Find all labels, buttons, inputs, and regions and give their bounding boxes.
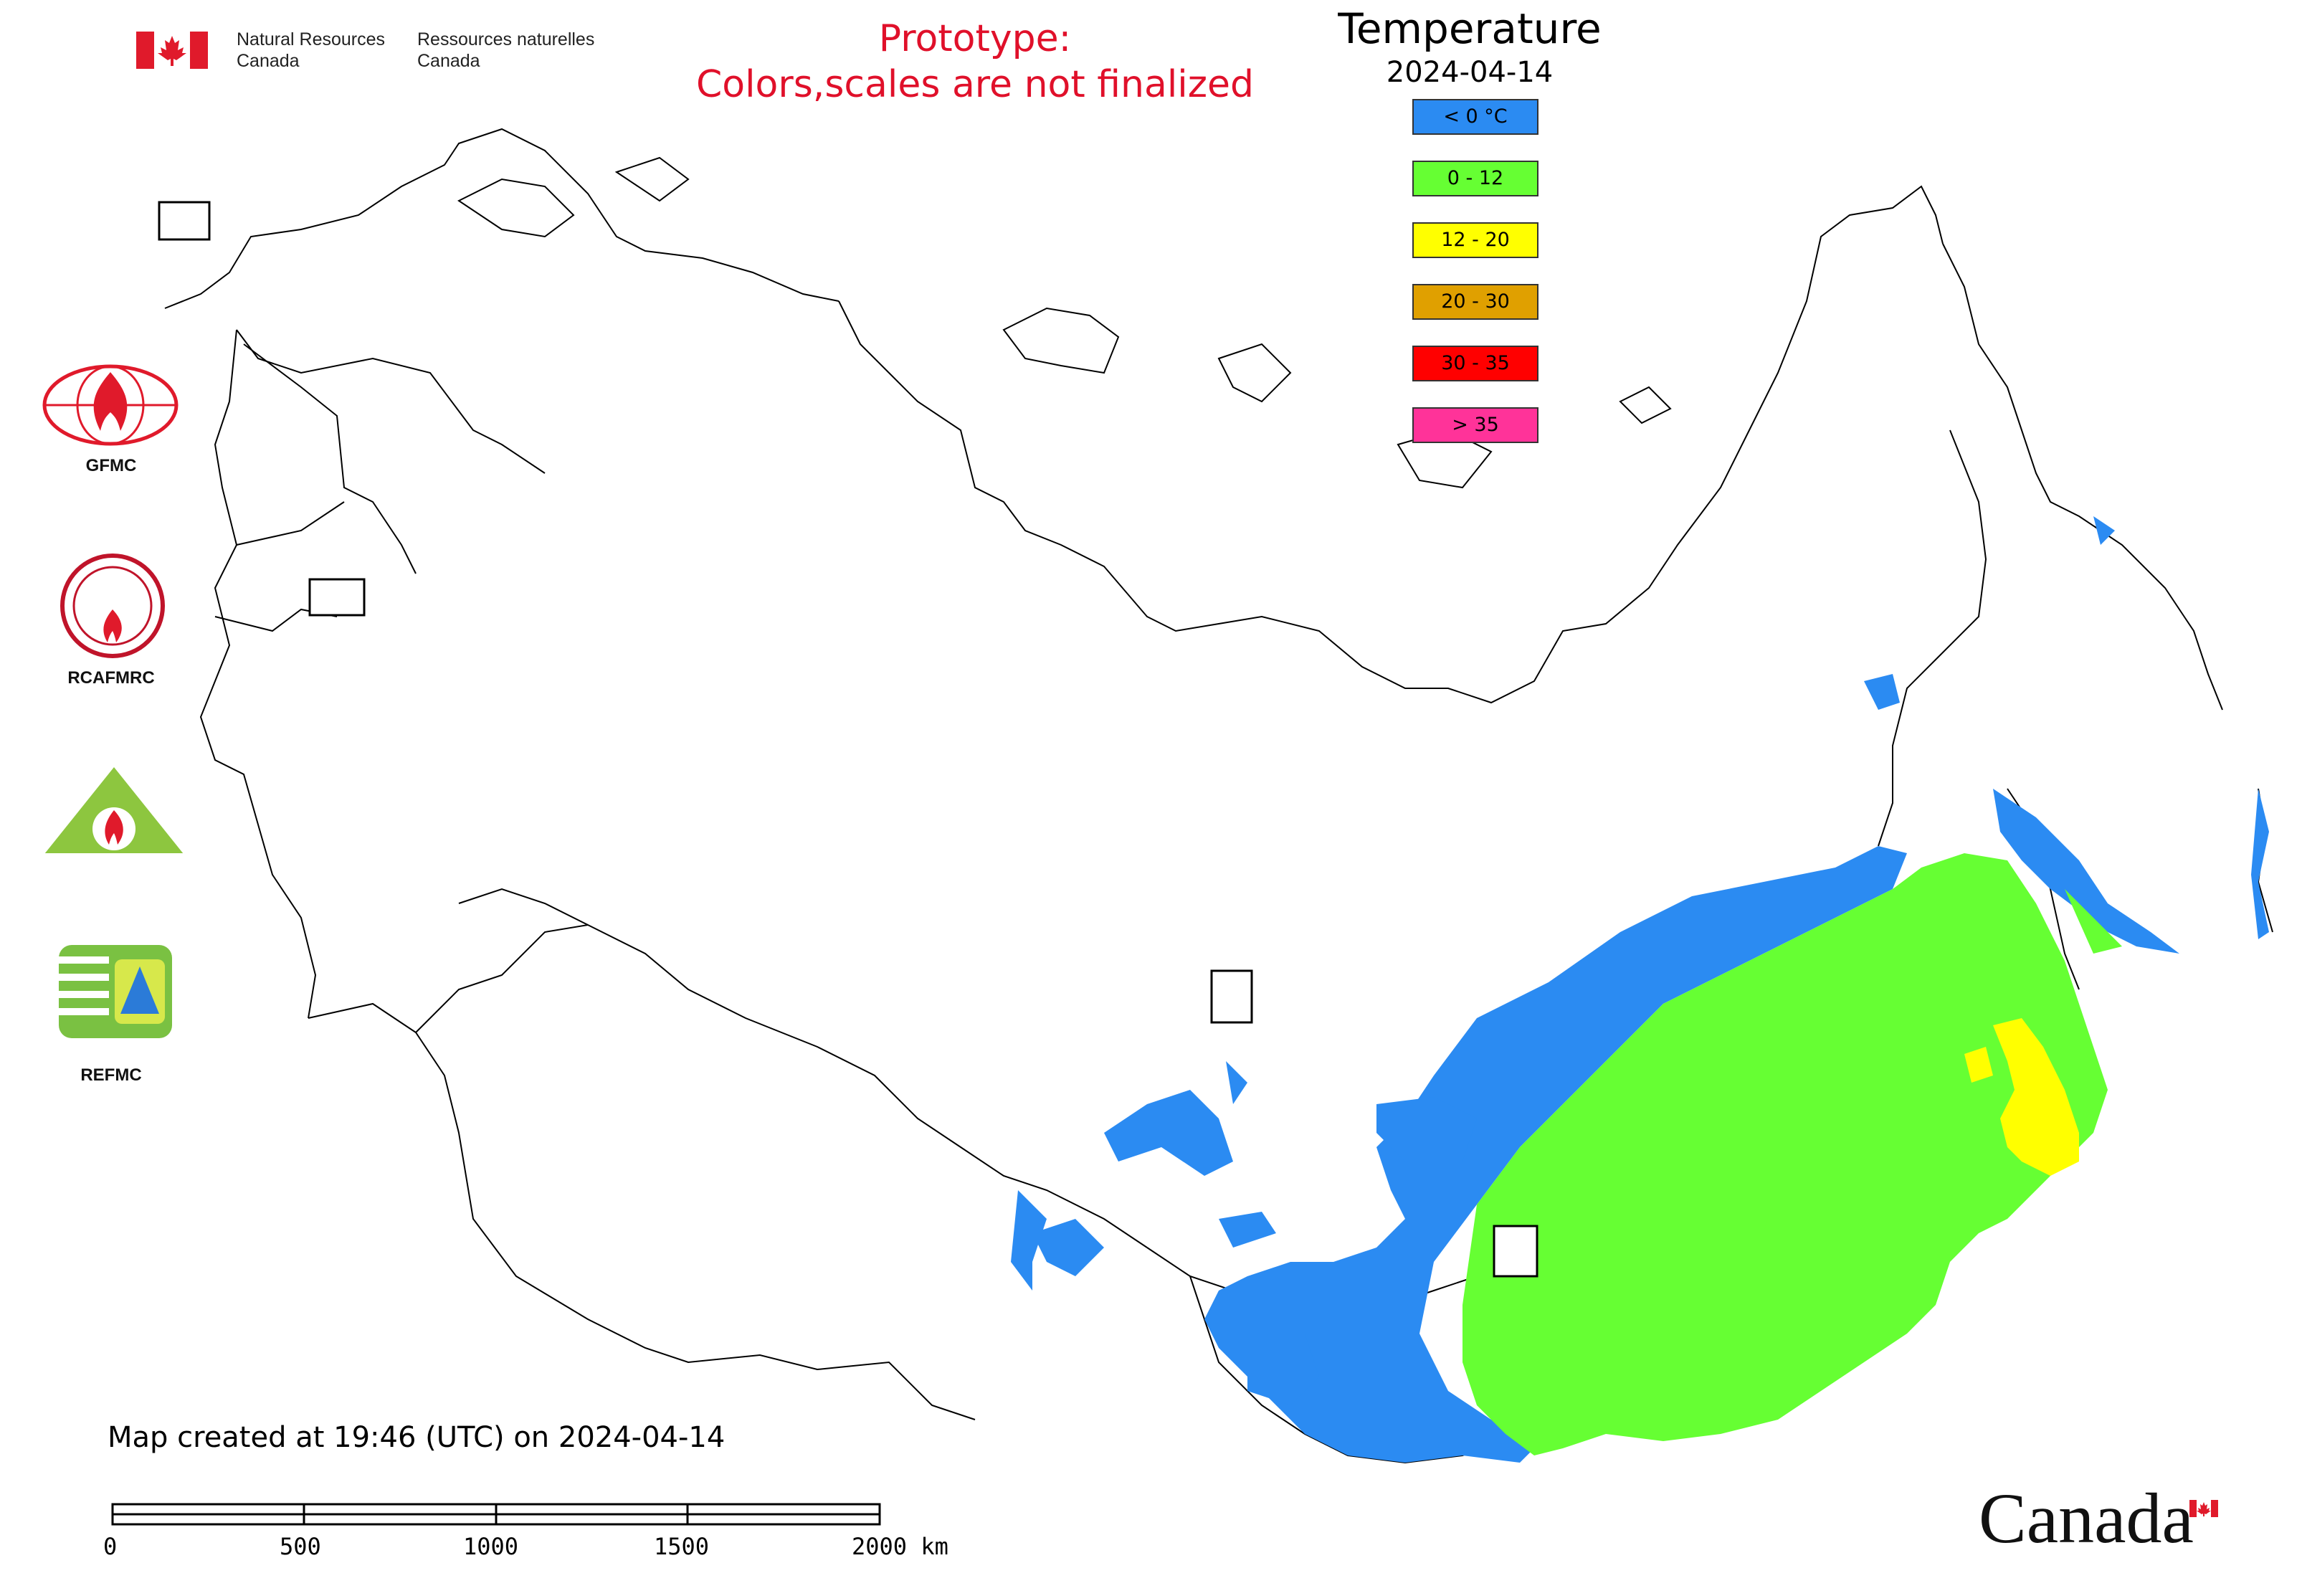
scale-tick-1000: 1000 (463, 1533, 519, 1560)
scale-tick-0: 0 (103, 1533, 118, 1560)
agency-en-line1: Natural Resources (237, 29, 386, 49)
canada-flag-icon (136, 32, 208, 69)
agency-fr-line2: Canada (417, 51, 480, 71)
station-markers (158, 201, 1538, 1278)
legend-item-below-0: < 0 °C (1412, 99, 1538, 135)
prototype-notice-line2: Colors,scales are not finalized (695, 63, 1255, 106)
legend-item-0-12: 0 - 12 (1412, 161, 1538, 196)
country-outlines (164, 128, 2273, 1464)
temp-region-below-zero (1011, 516, 2269, 1463)
gfmc-label: GFMC (85, 456, 137, 475)
temp-region-12-20 (1964, 1018, 2079, 1176)
rcafmrc-label: RCAFMRC (67, 668, 155, 688)
scale-bar (111, 1503, 881, 1526)
agency-name-en: Natural Resources Canada (237, 29, 385, 72)
refmc-logo-icon (59, 945, 172, 1042)
legend-item-above-35: > 35 (1412, 407, 1538, 443)
rcafmrc-logo-icon (59, 552, 166, 663)
scale-tick-500: 500 (280, 1533, 321, 1560)
prototype-notice: Prototype: Colors,scales are not finaliz… (617, 16, 1333, 108)
legend-item-12-20: 12 - 20 (1412, 222, 1538, 258)
legend-item-20-30: 20 - 30 (1412, 284, 1538, 320)
reefmc-logo-icon (39, 764, 189, 875)
refmc-label: REFMC (80, 1065, 142, 1085)
legend-title: Temperature (1338, 4, 1602, 53)
legend-item-30-35: 30 - 35 (1412, 346, 1538, 381)
agency-name-fr: Ressources naturelles Canada (417, 29, 594, 72)
gfmc-logo-icon (40, 362, 181, 452)
scale-tick-2000: 2000 km (852, 1533, 948, 1560)
agency-fr-line1: Ressources naturelles (417, 29, 595, 49)
canada-wordmark: Canada (1979, 1478, 2194, 1558)
temp-region-0-12 (1462, 853, 2122, 1455)
wordmark-flag-icon (2189, 1500, 2218, 1521)
legend-date: 2024-04-14 (1386, 56, 1554, 89)
map-creation-caption: Map created at 19:46 (UTC) on 2024-04-14 (108, 1421, 726, 1454)
scale-tick-1500: 1500 (654, 1533, 710, 1560)
agency-en-line2: Canada (237, 51, 300, 71)
prototype-notice-line1: Prototype: (878, 17, 1072, 60)
